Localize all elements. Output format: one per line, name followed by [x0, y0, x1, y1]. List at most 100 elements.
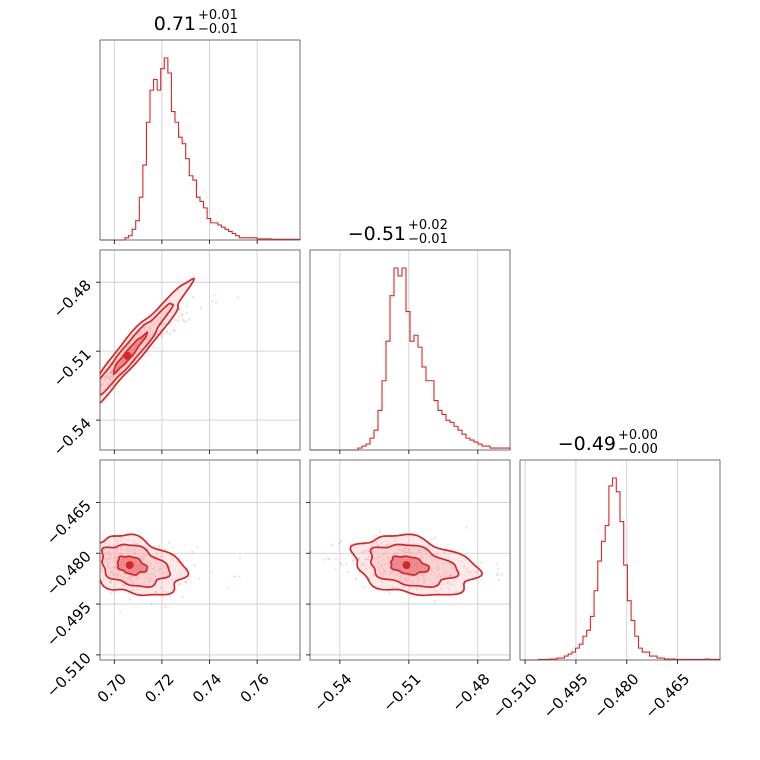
sample-point [423, 550, 426, 553]
sample-point [420, 556, 423, 559]
sample-point [118, 551, 121, 554]
sample-point [149, 573, 152, 576]
sample-point [434, 536, 437, 539]
panel-title-2: −0.49 +0.00−0.00 [558, 428, 658, 457]
sample-point [406, 551, 409, 554]
sample-point [116, 540, 119, 543]
sample-point [107, 383, 110, 386]
sample-point [149, 329, 152, 332]
sample-point [153, 558, 156, 561]
sample-point [416, 576, 419, 579]
sample-point [334, 568, 337, 571]
sample-point [158, 567, 161, 570]
sample-point [162, 565, 165, 568]
sample-point [381, 575, 384, 578]
sample-point [381, 567, 384, 570]
sample-point [415, 553, 418, 556]
sample-point [107, 561, 110, 565]
sample-point [110, 370, 113, 373]
sample-point [398, 571, 401, 575]
sample-point [102, 382, 105, 385]
sample-point [367, 555, 370, 558]
sample-point [432, 582, 435, 586]
sample-point [393, 540, 396, 543]
sample-point [96, 551, 98, 553]
sample-point [155, 591, 158, 594]
sample-point [136, 586, 139, 589]
sample-point [172, 329, 175, 332]
sample-point [95, 391, 97, 393]
title-minus: −0.00 [618, 442, 658, 457]
sample-point [123, 572, 126, 576]
sample-point [178, 582, 181, 585]
sample-point [404, 579, 407, 582]
sample-point [113, 362, 116, 365]
sample-point [63, 404, 65, 406]
sample-point [116, 556, 119, 559]
sample-point [328, 558, 331, 561]
sample-point [10, 444, 12, 446]
sample-point [149, 327, 152, 330]
sample-point [424, 578, 427, 581]
sample-point [101, 378, 104, 381]
sample-point [433, 589, 436, 592]
sample-point [142, 556, 145, 559]
sample-point [404, 551, 407, 554]
x-tick-label: −0.54 [310, 670, 355, 715]
sample-point [120, 575, 123, 578]
sample-point [403, 551, 406, 555]
sample-point [436, 569, 439, 572]
sample-point [421, 572, 424, 576]
sample-point [388, 592, 391, 595]
sample-point [90, 538, 92, 540]
sample-point [83, 581, 85, 583]
sample-point [163, 322, 166, 325]
sample-point [187, 578, 190, 581]
sample-point [145, 559, 148, 562]
sample-point [210, 570, 213, 573]
sample-point [335, 558, 338, 561]
sample-point [408, 548, 411, 551]
sample-point [161, 323, 164, 326]
sample-point [109, 371, 112, 374]
sample-point [382, 558, 385, 561]
sample-point [185, 320, 188, 323]
sample-point [142, 558, 145, 562]
x-tick-label: −0.495 [540, 670, 592, 722]
sample-point [106, 373, 109, 376]
sample-point [109, 371, 112, 374]
sample-point [412, 551, 415, 554]
sample-point [168, 541, 171, 544]
sample-point [128, 551, 131, 554]
sample-point [112, 376, 115, 379]
sample-point [112, 574, 115, 577]
sample-point [120, 548, 123, 551]
sample-point [82, 400, 84, 402]
sample-point [148, 580, 151, 583]
sample-point [389, 573, 392, 576]
sample-point [430, 538, 434, 541]
sample-point [361, 550, 364, 554]
sample-point [117, 372, 120, 375]
sample-point [169, 554, 172, 557]
sample-point [404, 547, 407, 550]
sample-point [436, 562, 439, 565]
sample-point [96, 390, 98, 392]
sample-point [148, 327, 151, 330]
sample-point [361, 563, 364, 566]
sample-point [89, 394, 91, 396]
sample-point [416, 576, 419, 579]
sample-point [143, 327, 146, 330]
sample-point [101, 383, 104, 386]
sample-point [436, 552, 439, 555]
sample-point [160, 567, 163, 570]
sample-point [83, 581, 85, 583]
sample-point [117, 357, 120, 360]
sample-point [137, 578, 140, 582]
sample-point [149, 325, 152, 328]
sample-point [380, 563, 384, 566]
sample-point [141, 332, 144, 335]
sample-point [357, 557, 360, 560]
sample-point [133, 552, 137, 555]
panel-title-1: −0.51 +0.02−0.01 [348, 218, 448, 247]
